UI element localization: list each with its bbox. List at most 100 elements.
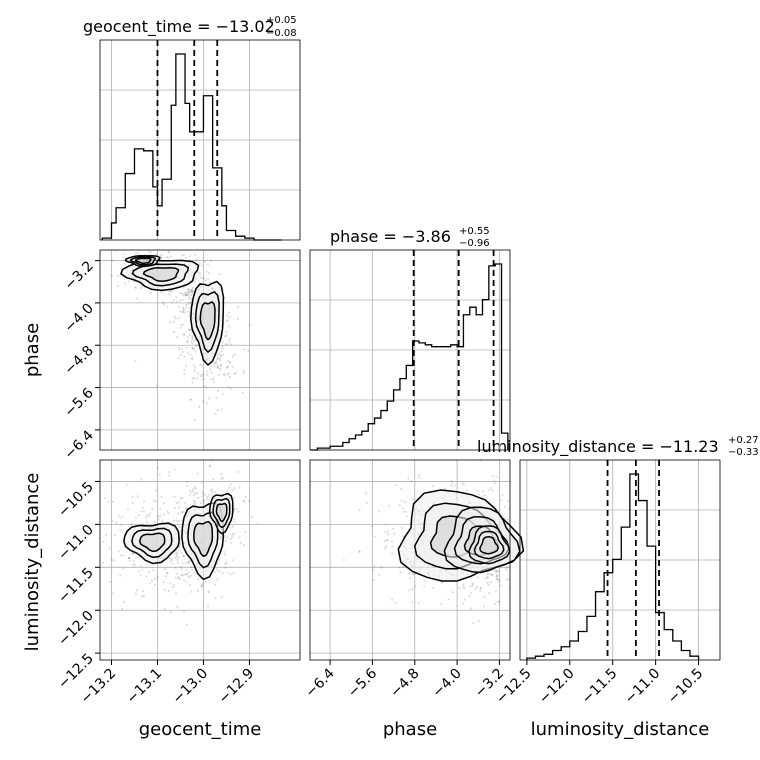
x-tick-label: −4.0 [430, 666, 465, 701]
sample-point [207, 590, 210, 593]
sample-point [226, 314, 229, 317]
sample-point [232, 489, 235, 492]
sample-point [193, 499, 196, 502]
sample-point [219, 355, 222, 358]
sample-point [174, 317, 177, 320]
sample-point [229, 573, 232, 576]
sample-point [469, 607, 472, 610]
sample-point [139, 287, 142, 290]
sample-point [172, 519, 175, 522]
sample-point [210, 491, 213, 494]
sample-point [216, 353, 219, 357]
sample-point [358, 551, 361, 554]
sample-point [123, 282, 126, 285]
sample-point [122, 600, 125, 603]
sample-point [168, 556, 171, 559]
sample-point [143, 500, 146, 503]
sample-point [443, 487, 447, 490]
sample-point [159, 514, 162, 517]
sample-point [232, 572, 235, 575]
sample-point [151, 507, 154, 511]
sample-point [219, 368, 222, 371]
sample-point [179, 353, 182, 356]
sample-point [132, 559, 135, 562]
sample-point [223, 534, 226, 537]
sample-point [147, 570, 150, 574]
sample-point [226, 342, 229, 346]
sample-point [112, 592, 115, 595]
sample-point [207, 493, 210, 496]
sample-point [173, 495, 176, 498]
sample-point [179, 497, 182, 500]
sample-point [149, 251, 152, 254]
sample-point [119, 529, 122, 532]
sample-point [213, 583, 216, 586]
sample-point [177, 561, 180, 564]
sample-point [209, 465, 212, 468]
sample-point [192, 348, 195, 351]
sample-point [206, 498, 209, 501]
sample-point [391, 598, 394, 601]
sample-point [488, 591, 491, 595]
sample-point [225, 366, 229, 369]
sample-point [180, 574, 183, 577]
sample-point [143, 594, 146, 597]
sample-point [193, 418, 196, 421]
panel-frame [309, 459, 511, 661]
y-tick-label: −10.5 [55, 479, 97, 521]
sample-point [221, 477, 224, 480]
sample-point [400, 499, 403, 502]
sample-point [140, 564, 143, 567]
sample-point [132, 563, 135, 566]
sample-point [218, 273, 221, 276]
sample-point [177, 520, 180, 523]
sample-point [197, 577, 200, 580]
sample-point [117, 514, 120, 517]
sample-point [180, 254, 183, 257]
panel-frame [309, 249, 511, 451]
sample-point [167, 250, 170, 253]
sample-point [372, 578, 375, 582]
sample-point [201, 491, 204, 494]
sample-point [190, 357, 194, 360]
y-tick-label: −6.4 [61, 427, 96, 462]
sample-point [218, 357, 221, 360]
title-luminosity-distance-minus: −0.33 [728, 447, 759, 458]
sample-point [131, 495, 134, 498]
sample-point [171, 301, 174, 304]
sample-point [186, 485, 189, 488]
sample-point [474, 587, 477, 590]
sample-point [472, 622, 475, 625]
sample-point [146, 521, 149, 524]
contour-level [139, 532, 166, 553]
sample-point [188, 328, 191, 331]
sample-point [244, 495, 247, 499]
sample-point [393, 532, 396, 535]
sample-point [378, 510, 381, 513]
sample-point [371, 525, 374, 528]
sample-point [202, 385, 206, 388]
sample-point [197, 496, 200, 500]
sample-point [228, 375, 232, 378]
sample-point [187, 291, 190, 294]
sample-point [479, 587, 482, 590]
sample-point [154, 489, 157, 492]
sample-point [161, 301, 164, 304]
sample-point [145, 562, 148, 565]
sample-point [202, 400, 205, 403]
sample-point [160, 256, 163, 259]
sample-point [169, 560, 172, 563]
sample-point [128, 556, 131, 560]
sample-point [189, 301, 192, 304]
sample-point [178, 525, 181, 529]
sample-point [242, 371, 245, 374]
sample-point [199, 374, 202, 377]
sample-point [498, 580, 502, 583]
sample-point [142, 589, 145, 593]
sample-point [507, 577, 511, 581]
sample-point [189, 398, 192, 401]
sample-point [185, 293, 188, 296]
sample-point [193, 280, 196, 283]
sample-point [179, 326, 182, 329]
sample-point [249, 324, 252, 327]
